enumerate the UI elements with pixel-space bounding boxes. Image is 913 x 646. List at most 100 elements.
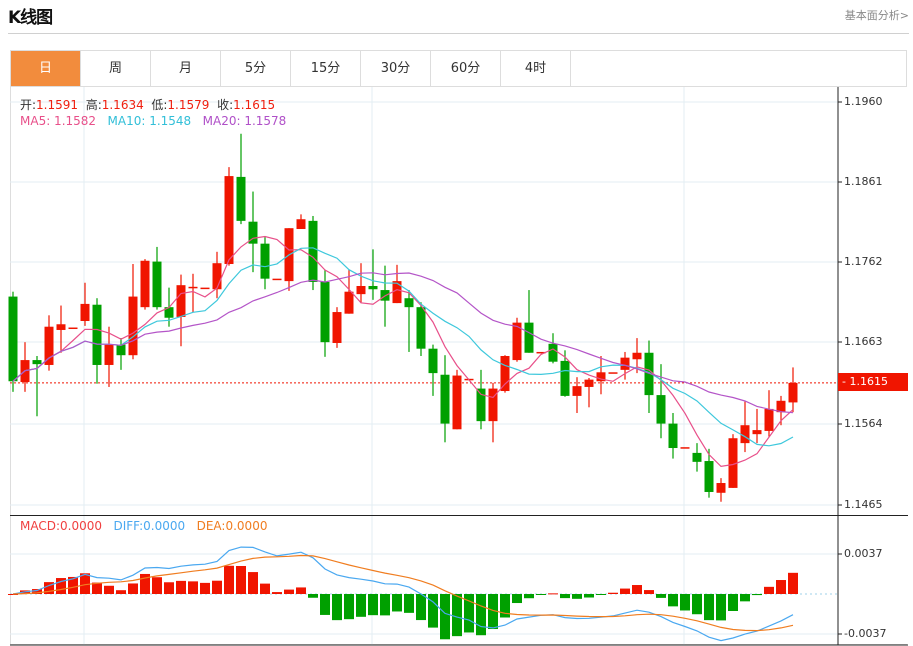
macd-bar [104,585,114,594]
macd-bar [524,594,534,599]
candle-down [560,360,570,396]
candle-up [596,372,606,382]
macd-bar [416,594,426,621]
macd-value: MACD:0.0000 [20,519,103,533]
ma20-line [12,272,794,414]
diff-line [12,546,794,642]
candle-down [92,304,102,365]
price-tick: 1.1465 [844,498,883,511]
candle-up [572,386,582,396]
candle-up [716,483,726,493]
macd-bar [668,594,678,607]
ma5-line [12,235,794,468]
candle-down [692,452,702,462]
macd-bar [200,582,210,594]
macd-bar [464,594,474,633]
macd-bar [452,594,462,637]
ma5-value: MA5: 1.1582 [20,114,97,128]
macd-bar [140,573,150,594]
macd-bar [248,572,258,594]
candle-up [80,303,90,322]
ma-info: MA5: 1.1582 MA10: 1.1548 MA20: 1.1578 [20,114,286,128]
candle-up [584,379,594,387]
fundamental-analysis-link[interactable]: 基本面分析> [844,9,909,22]
macd-bar [308,594,318,598]
macd-bar [752,594,762,596]
macd-bar [680,594,690,611]
macd-bar [584,594,594,598]
candle-up [488,388,498,422]
tab-30min[interactable]: 30分 [361,51,431,86]
macd-bar [68,576,78,594]
tab-60min[interactable]: 60分 [431,51,501,86]
macd-bar [500,594,510,618]
candle-up [44,326,54,365]
candle-down [308,220,318,282]
candle-up [104,344,114,365]
candle-up [740,425,750,444]
macd-bar [332,594,342,621]
macd-bar [176,580,186,594]
macd-bar [44,582,54,594]
candle-up [128,296,138,356]
macd-bar [656,594,666,598]
tab-day[interactable]: 日 [11,51,81,86]
tab-5min[interactable]: 5分 [221,51,291,86]
candle-down [704,461,714,492]
macd-bar [764,586,774,594]
macd-bar [788,572,798,594]
macd-bar [536,594,546,595]
macd-bar [164,582,174,594]
candle-up [272,278,282,281]
candle-up [608,372,618,374]
candle-up [452,375,462,430]
candle-down [164,307,174,318]
macd-bar [620,588,630,594]
macd-bar [56,578,66,594]
candle-up [68,327,78,330]
macd-bar [368,594,378,616]
candle-down [32,360,42,365]
candle-down [368,285,378,290]
macd-bar [608,592,618,594]
macd-bar [476,594,486,636]
candle-down [236,176,246,221]
dea-value: DEA:0.0000 [196,519,268,533]
tab-month[interactable]: 月 [151,51,221,86]
macd-bar [32,589,42,594]
divider [8,33,909,34]
candle-down [8,296,18,382]
macd-bar [392,594,402,612]
macd-bar [284,589,294,594]
page-title: K线图 [8,8,53,28]
candle-up [632,352,642,360]
macd-bar [296,587,306,594]
tab-week[interactable]: 周 [81,51,151,86]
macd-bar [272,592,282,594]
tab-4hour[interactable]: 4时 [501,51,571,86]
high-value: 1.1634 [101,98,144,112]
candle-up [500,356,510,392]
candle-up [392,281,402,304]
macd-bar [404,594,414,613]
price-tick: 1.1564 [844,417,883,430]
candle-up [752,430,762,435]
candle-up [776,400,786,413]
macd-bar [128,583,138,594]
macd-info: MACD:0.0000 DIFF:0.0000 DEA:0.0000 [20,519,267,533]
macd-bar [632,585,642,594]
open-value: 1.1591 [36,98,79,112]
macd-bar [596,594,606,595]
macd-bar [440,594,450,640]
macd-bar [356,594,366,617]
macd-bar [740,594,750,602]
candle-up [764,408,774,431]
macd-bar [704,594,714,621]
candle-up [188,286,198,289]
candle-up [332,312,342,343]
close-value: 1.1615 [233,98,276,112]
candle-up [212,263,222,290]
macd-bar [152,577,162,594]
tab-15min[interactable]: 15分 [291,51,361,86]
